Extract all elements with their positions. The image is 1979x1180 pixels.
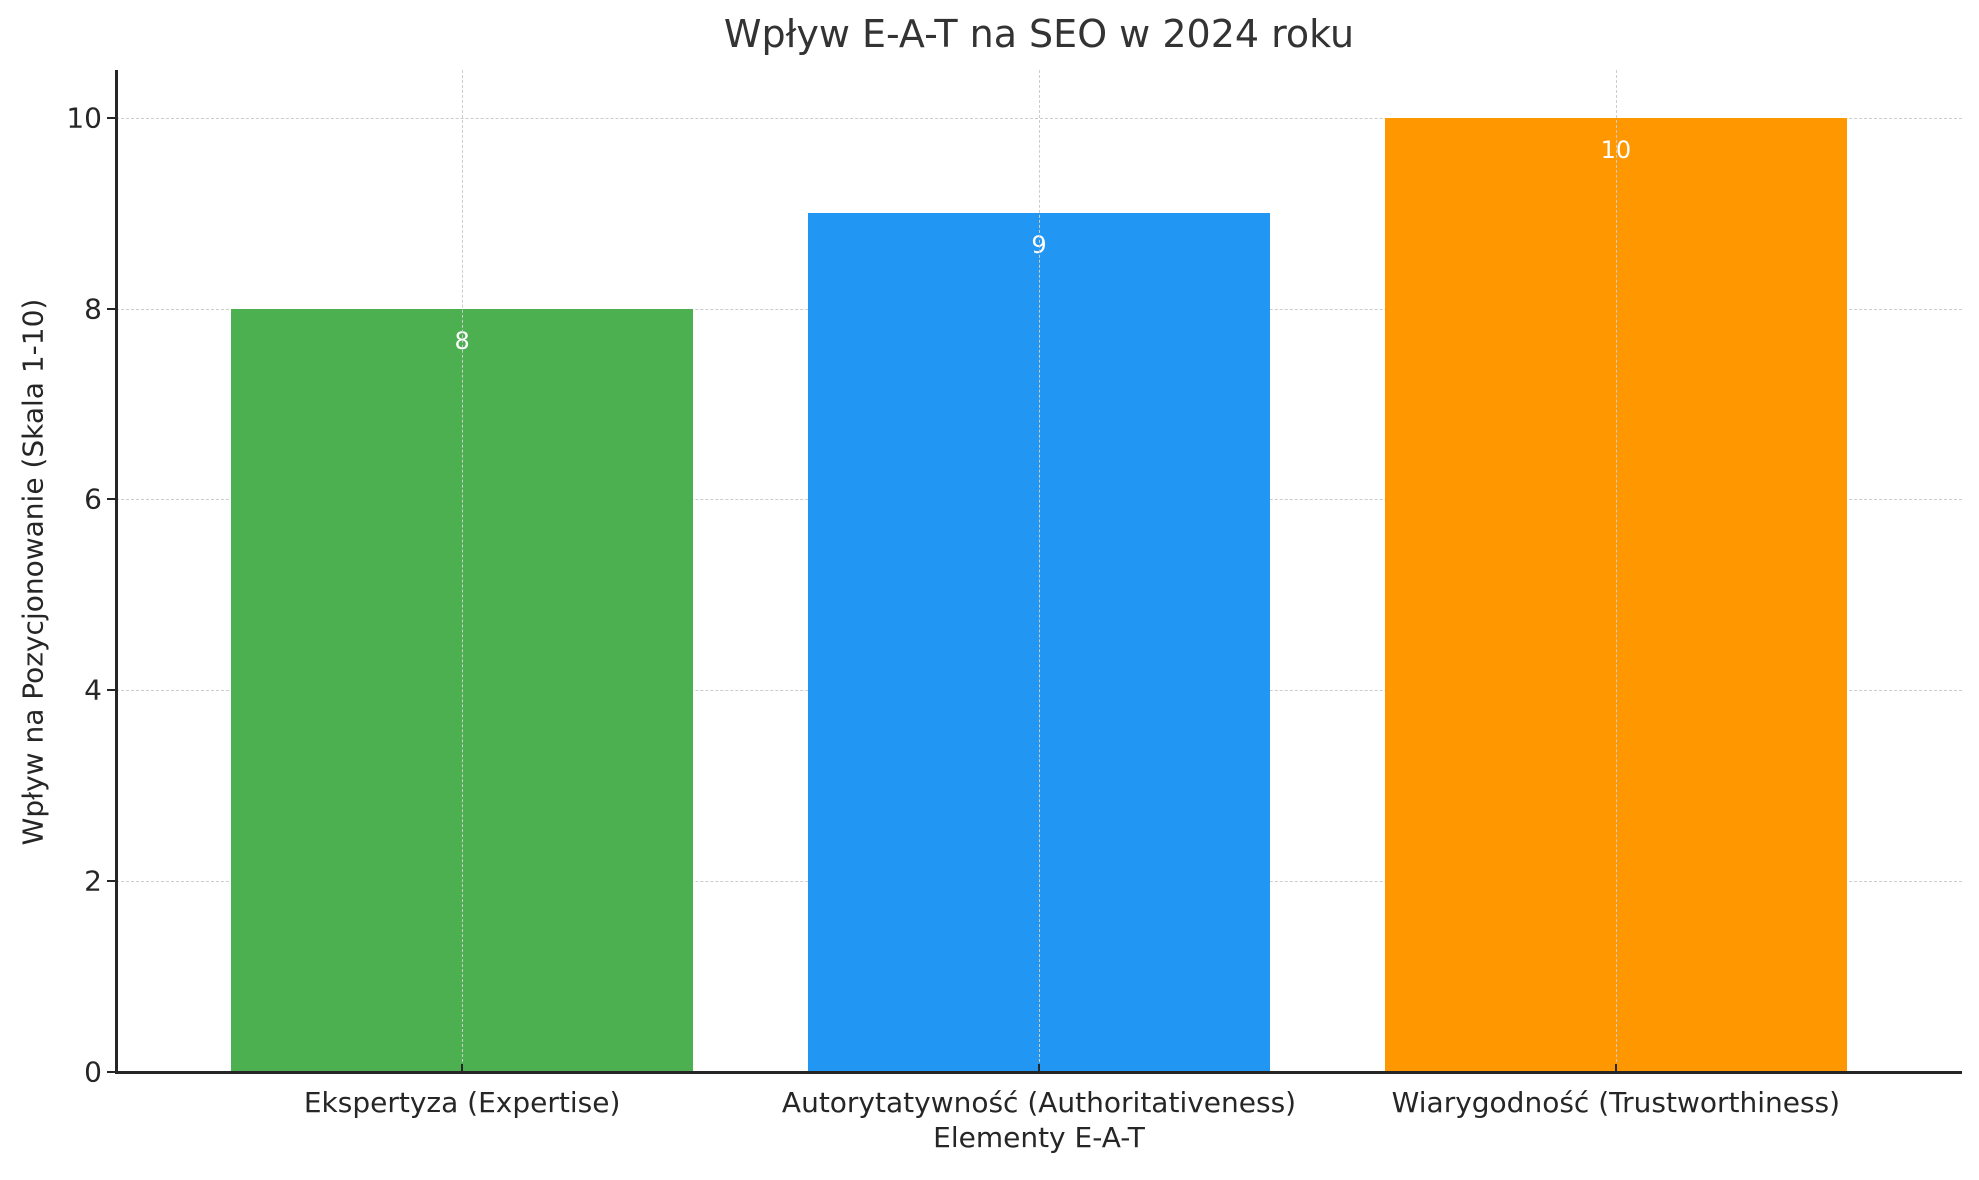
y-tick-mark xyxy=(107,689,115,692)
chart-title: Wpływ E-A-T na SEO w 2024 roku xyxy=(723,12,1355,56)
x-axis-line xyxy=(115,1071,1962,1074)
y-tick-label: 8 xyxy=(84,292,102,326)
vertical-gridline xyxy=(1039,70,1040,1072)
y-tick-label: 2 xyxy=(84,864,102,898)
y-tick-label: 0 xyxy=(84,1055,102,1089)
plot-area: 8 9 10 0 2 4 6 8 10 Ekspertyza (Expertise) Autor… xyxy=(66,70,1962,1119)
y-tick-label: 4 xyxy=(84,673,102,707)
y-tick-mark xyxy=(107,498,115,501)
x-axis-label: Elementy E-A-T xyxy=(933,1121,1145,1154)
y-tick-mark xyxy=(107,116,115,119)
bar-value-label: 10 xyxy=(1600,135,1632,164)
y-tick-mark xyxy=(107,880,115,883)
x-tick-mark xyxy=(461,1064,464,1072)
x-tick-label: Ekspertyza (Expertise) xyxy=(303,1086,621,1119)
vertical-gridline xyxy=(1615,70,1617,1072)
y-axis-line xyxy=(115,70,118,1074)
x-tick-label: Autorytatywność (Authoritativeness) xyxy=(781,1086,1297,1119)
x-tick-mark xyxy=(1038,1064,1040,1072)
y-tick-mark xyxy=(107,1071,115,1073)
vertical-gridline xyxy=(462,70,464,1072)
y-tick-label: 10 xyxy=(66,101,102,135)
x-tick-label: Wiarygodność (Trustworthiness) xyxy=(1391,1086,1841,1119)
y-axis-label: Wpływ na Pozycjonowanie (Skala 1-10) xyxy=(16,298,50,846)
x-tick-mark xyxy=(1614,1064,1617,1072)
y-tick-mark xyxy=(107,307,115,310)
y-tick-label: 6 xyxy=(84,482,102,516)
